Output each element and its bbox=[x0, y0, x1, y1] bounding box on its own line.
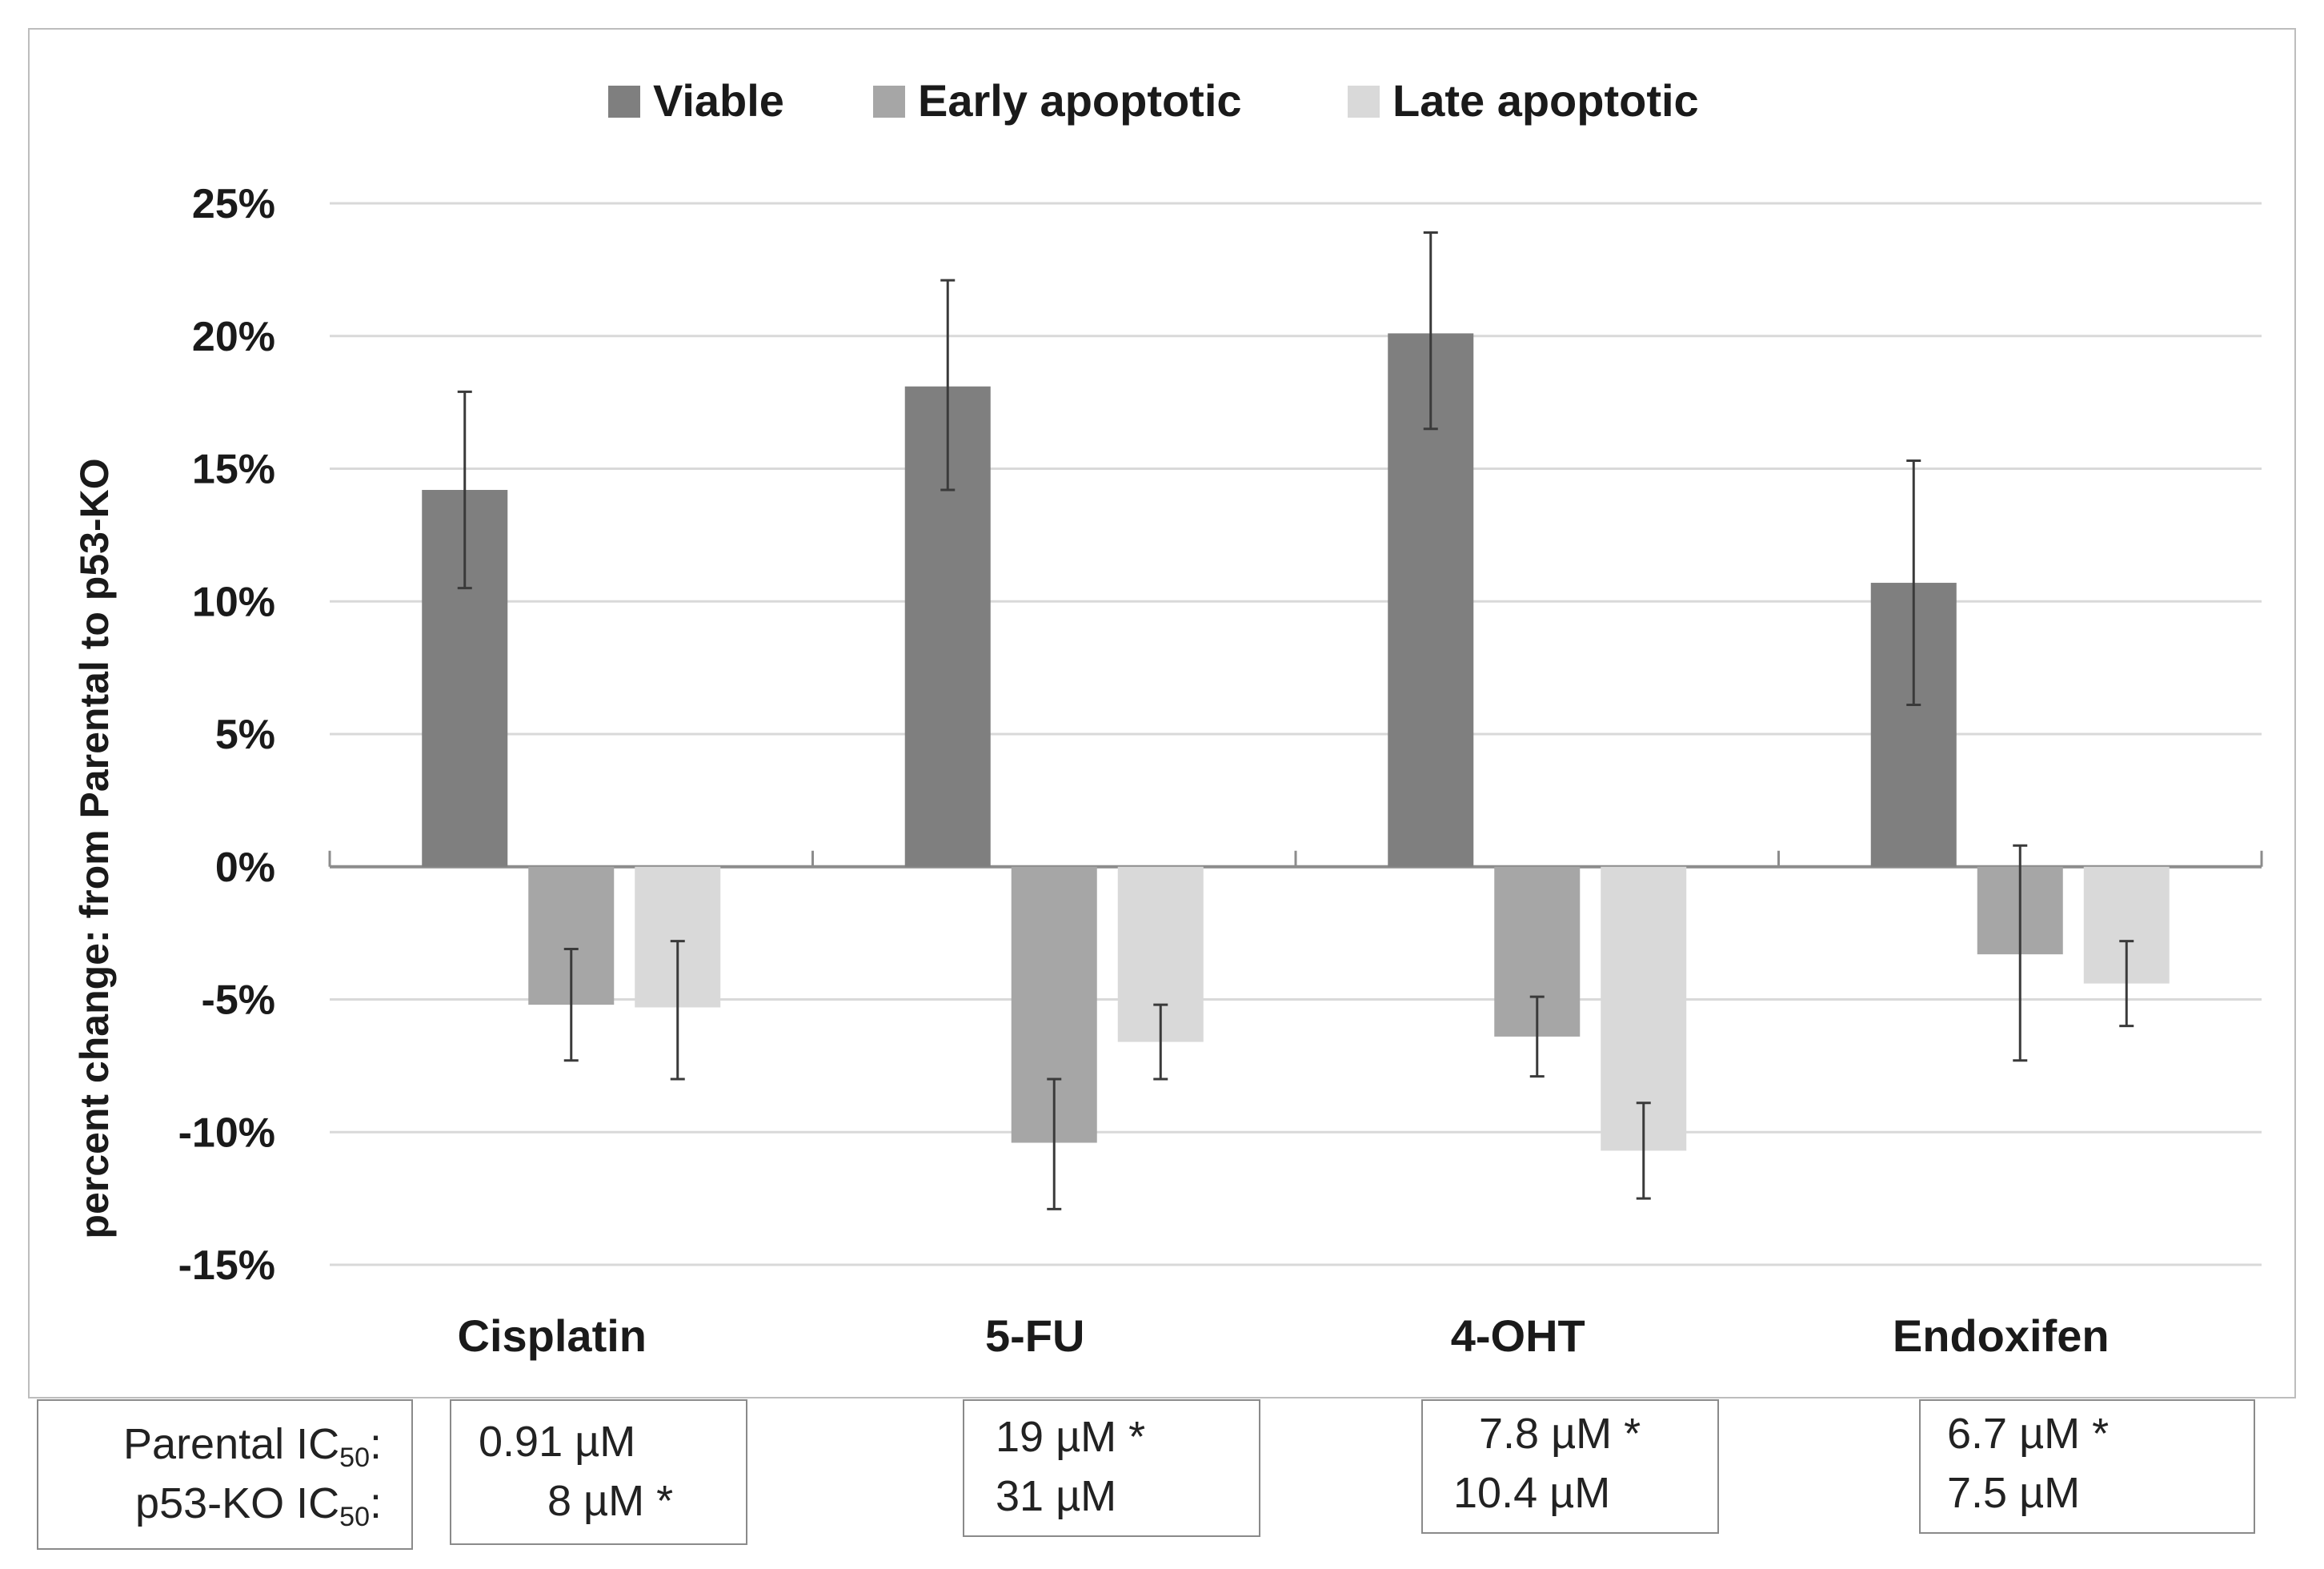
ic50-5fu-parental: 19 µM * bbox=[996, 1413, 1146, 1461]
legend-swatch bbox=[608, 86, 640, 118]
ic50-row-label-box bbox=[37, 1399, 413, 1550]
y-tick-label: -15% bbox=[178, 1242, 275, 1289]
ic50-box-cisplatin bbox=[450, 1399, 747, 1545]
legend-swatch bbox=[1348, 86, 1380, 118]
x-category-label: Endoxifen bbox=[1893, 1310, 2110, 1361]
y-tick-label: 25% bbox=[192, 181, 275, 227]
ic50-box-4oht bbox=[1421, 1399, 1719, 1534]
x-category-label: 5-FU bbox=[985, 1310, 1084, 1361]
ic50-5fu-p53ko: 31 µM bbox=[996, 1472, 1117, 1520]
labels: 25% 20% 15% 10% 5% 0% -5% -10% -15% Cisplatin 5-FU… bbox=[178, 181, 2110, 1361]
legend: Viable Early apoptotic Late apoptotic bbox=[608, 75, 1699, 126]
ic50-endoxifen-parental: 6.7 µM * bbox=[1947, 1410, 2110, 1458]
bars bbox=[422, 333, 2170, 1151]
parental-ic50-label: Parental IC50: bbox=[123, 1420, 382, 1473]
y-tick-label: 10% bbox=[192, 579, 275, 625]
ic50-4oht-parental: 7.8 µM * bbox=[1479, 1410, 1641, 1458]
y-tick-label: 15% bbox=[192, 447, 275, 493]
legend-swatch bbox=[873, 86, 905, 118]
ic50-4oht-p53ko: 10.4 µM bbox=[1453, 1469, 1611, 1517]
legend-label: Late apoptotic bbox=[1392, 75, 1699, 126]
gridlines bbox=[330, 202, 2262, 1266]
ic50-cisplatin-p53ko: 8 µM * bbox=[547, 1477, 674, 1525]
legend-label: Viable bbox=[653, 75, 784, 126]
y-tick-label: -5% bbox=[202, 977, 275, 1024]
x-category-label: 4-OHT bbox=[1451, 1310, 1585, 1361]
y-tick-label: 20% bbox=[192, 314, 275, 360]
ic50-endoxifen-p53ko: 7.5 µM bbox=[1947, 1469, 2081, 1517]
error-bars bbox=[457, 231, 2134, 1210]
p53ko-ic50-label: p53-KO IC50: bbox=[135, 1479, 382, 1532]
ic50-box-5fu bbox=[963, 1399, 1260, 1537]
y-tick-label: -10% bbox=[178, 1110, 275, 1156]
ic50-cisplatin-parental: 0.91 µM bbox=[479, 1418, 636, 1466]
x-category-label: Cisplatin bbox=[458, 1310, 647, 1361]
y-tick-label: 0% bbox=[215, 845, 275, 891]
ic50-box-endoxifen bbox=[1919, 1399, 2255, 1534]
y-axis-title: percent change: from Parental to p53-KO bbox=[72, 458, 117, 1238]
y-tick-label: 5% bbox=[215, 712, 275, 758]
legend-label: Early apoptotic bbox=[918, 75, 1242, 126]
